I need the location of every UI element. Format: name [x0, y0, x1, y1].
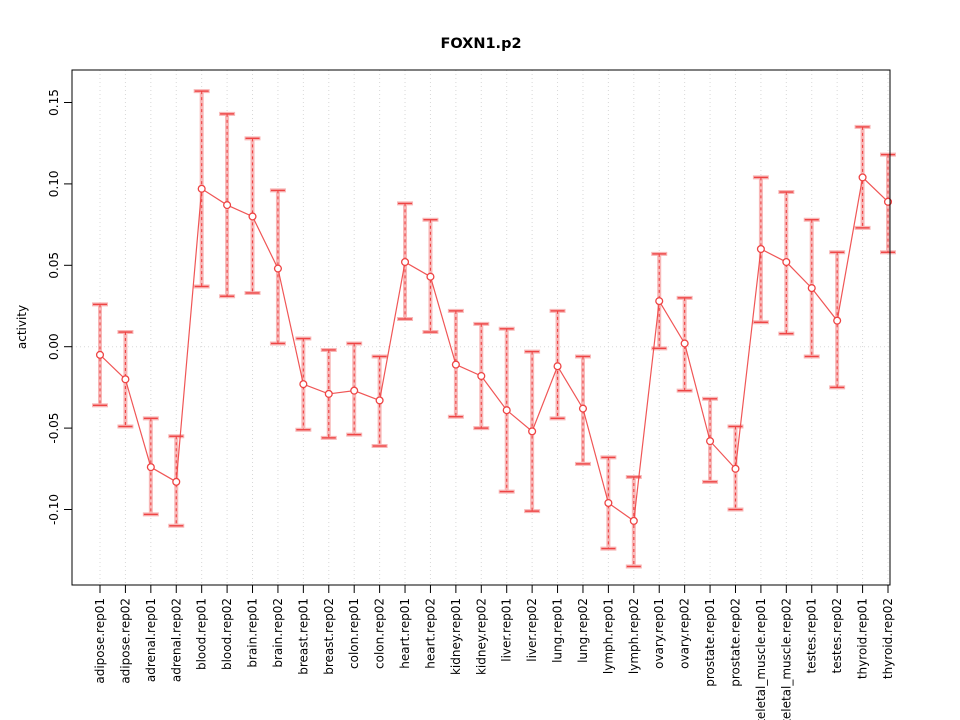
- data-point: [299, 380, 308, 389]
- data-point: [731, 464, 740, 473]
- x-tick-label: testes.rep01: [805, 598, 819, 673]
- x-tick-label: testes.rep02: [830, 598, 844, 673]
- y-tick-label: 0.05: [47, 252, 61, 279]
- chart-title: FOXN1.p2: [440, 36, 522, 52]
- y-tick-label: 0.15: [47, 89, 61, 116]
- x-tick-label: lung.rep02: [576, 598, 590, 663]
- data-point: [655, 297, 664, 306]
- data-point: [95, 350, 105, 359]
- x-tick-label: prostate.rep02: [728, 598, 742, 687]
- data-point: [782, 257, 791, 267]
- data-point: [578, 404, 588, 413]
- data-point: [833, 316, 842, 325]
- x-tick-label: blood.rep02: [220, 598, 234, 670]
- x-tick-label: blood.rep01: [195, 598, 209, 670]
- data-point: [858, 173, 867, 182]
- data-point: [273, 264, 282, 273]
- data-point: [197, 184, 206, 193]
- x-tick-label: breast.rep02: [322, 598, 336, 675]
- x-tick-label: adrenal.rep01: [144, 598, 158, 682]
- data-point: [807, 284, 816, 293]
- y-tick-label: -0.10: [47, 494, 61, 525]
- x-tick-label: lung.rep01: [551, 598, 565, 663]
- x-tick-label: heart.rep01: [398, 598, 412, 669]
- x-tick-label: lymph.rep01: [601, 598, 615, 674]
- x-tick-label: colon.rep01: [347, 598, 361, 669]
- y-axis-labels: -0.10 -0.05 0.00 0.05 0.10 0.15: [47, 89, 61, 525]
- data-point: [528, 427, 537, 436]
- x-tick-label: kidney.rep01: [449, 598, 463, 675]
- data-points: [95, 173, 893, 525]
- y-axis-ticks: [64, 102, 72, 510]
- x-tick-label: heart.rep02: [423, 598, 437, 669]
- data-point: [629, 516, 638, 525]
- x-tick-label: thyroid.rep02: [881, 598, 895, 679]
- x-tick-label: ovary.rep02: [678, 598, 692, 669]
- x-tick-label: ovary.rep01: [652, 598, 666, 669]
- data-point: [756, 244, 765, 254]
- x-tick-label: adrenal.rep02: [169, 598, 183, 682]
- data-point: [553, 362, 562, 371]
- x-tick-label: skeletal_muscle.rep02: [779, 598, 793, 720]
- x-tick-label: kidney.rep02: [474, 598, 488, 675]
- x-axis-ticks: [99, 585, 889, 593]
- data-point: [172, 477, 181, 486]
- y-tick-label: -0.05: [47, 413, 61, 444]
- data-point: [680, 339, 689, 348]
- error-bars: [92, 89, 896, 569]
- y-tick-label: 0.00: [47, 333, 61, 360]
- data-point: [350, 386, 359, 395]
- x-axis-labels: adipose.rep01 adipose.rep02 adrenal.rep01 a…: [93, 598, 895, 720]
- data-point: [426, 272, 435, 281]
- data-point: [223, 201, 232, 210]
- data-point: [502, 406, 511, 415]
- x-tick-label: lymph.rep02: [627, 598, 641, 674]
- x-tick-label: colon.rep02: [373, 598, 387, 669]
- series-line: [99, 176, 889, 522]
- data-point: [375, 396, 384, 405]
- data-point: [324, 389, 333, 398]
- data-point: [146, 463, 155, 472]
- x-tick-label: adipose.rep01: [93, 598, 107, 684]
- x-tick-label: liver.rep02: [525, 598, 539, 662]
- x-tick-label: prostate.rep01: [703, 598, 717, 687]
- x-tick-label: adipose.rep02: [118, 598, 132, 684]
- data-point: [604, 498, 613, 508]
- x-tick-label: thyroid.rep01: [856, 598, 870, 679]
- x-tick-label: breast.rep01: [296, 598, 310, 675]
- x-tick-label: liver.rep01: [500, 598, 514, 662]
- data-point: [248, 212, 257, 221]
- series-line-group: [99, 176, 889, 522]
- data-point: [400, 257, 410, 267]
- y-tick-label: 0.10: [47, 171, 61, 198]
- data-point: [706, 437, 715, 446]
- data-point: [121, 375, 130, 384]
- data-point: [477, 371, 486, 381]
- data-point: [451, 360, 460, 369]
- x-tick-label: brain.rep01: [246, 598, 260, 668]
- x-tick-label: brain.rep02: [271, 598, 285, 668]
- x-tick-label: skeletal_muscle.rep01: [754, 598, 768, 720]
